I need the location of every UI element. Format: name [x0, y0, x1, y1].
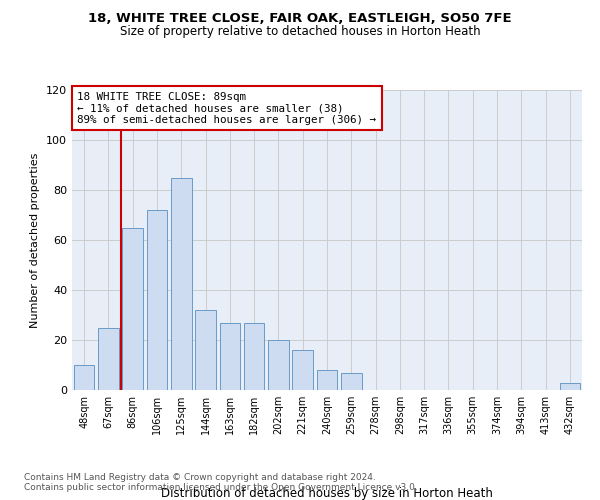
- Bar: [98, 328, 119, 390]
- Bar: [122, 228, 143, 390]
- Bar: [317, 370, 337, 390]
- Bar: [195, 310, 216, 390]
- Text: 18, WHITE TREE CLOSE, FAIR OAK, EASTLEIGH, SO50 7FE: 18, WHITE TREE CLOSE, FAIR OAK, EASTLEIG…: [88, 12, 512, 26]
- Bar: [560, 382, 580, 390]
- Bar: [292, 350, 313, 390]
- Text: Size of property relative to detached houses in Horton Heath: Size of property relative to detached ho…: [119, 25, 481, 38]
- Bar: [171, 178, 191, 390]
- Bar: [74, 365, 94, 390]
- X-axis label: Distribution of detached houses by size in Horton Heath: Distribution of detached houses by size …: [161, 487, 493, 500]
- Text: Contains public sector information licensed under the Open Government Licence v3: Contains public sector information licen…: [24, 484, 418, 492]
- Bar: [244, 322, 265, 390]
- Text: 18 WHITE TREE CLOSE: 89sqm
← 11% of detached houses are smaller (38)
89% of semi: 18 WHITE TREE CLOSE: 89sqm ← 11% of deta…: [77, 92, 376, 124]
- Text: Contains HM Land Registry data © Crown copyright and database right 2024.: Contains HM Land Registry data © Crown c…: [24, 474, 376, 482]
- Y-axis label: Number of detached properties: Number of detached properties: [31, 152, 40, 328]
- Bar: [341, 372, 362, 390]
- Bar: [220, 322, 240, 390]
- Bar: [146, 210, 167, 390]
- Bar: [268, 340, 289, 390]
